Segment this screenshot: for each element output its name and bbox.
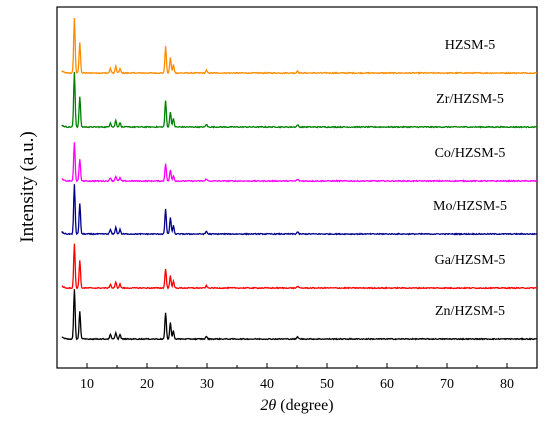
series-line-ga-hzsm-5 bbox=[61, 243, 537, 290]
series-label: Zr/HZSM-5 bbox=[436, 92, 504, 107]
x-tick-label: 70 bbox=[440, 377, 454, 392]
series-line-zr-hzsm-5 bbox=[61, 71, 538, 129]
x-axis-title-unit: (degree) bbox=[276, 397, 333, 414]
x-axis-tick-labels: 10 20 30 40 50 60 70 80 bbox=[80, 377, 514, 392]
series-line-hzsm-5 bbox=[61, 17, 538, 75]
x-tick-label: 50 bbox=[320, 377, 334, 392]
x-tick-label: 80 bbox=[500, 377, 514, 392]
series-line-mo-hzsm-5 bbox=[61, 184, 538, 236]
x-tick-label: 20 bbox=[140, 377, 154, 392]
x-axis-ticks bbox=[56, 363, 538, 368]
x-tick-label: 40 bbox=[260, 377, 274, 392]
series-layer: HZSM-5 Zr/HZSM-5 Co/HZSM-5 Mo/HZSM-5 Ga/HZSM… bbox=[61, 17, 538, 341]
series-line-zn-hzsm-5 bbox=[61, 289, 538, 341]
series-label: Ga/HZSM-5 bbox=[435, 253, 506, 268]
series-line-co-hzsm-5 bbox=[61, 142, 538, 183]
x-axis-title: 2θ (degree) bbox=[260, 397, 333, 414]
x-axis-title-symbol: 2θ bbox=[260, 397, 276, 414]
series-label: Mo/HZSM-5 bbox=[433, 199, 507, 214]
series-label: HZSM-5 bbox=[445, 38, 496, 53]
series-label: Zn/HZSM-5 bbox=[435, 304, 505, 319]
x-tick-label: 10 bbox=[80, 377, 94, 392]
series-label: Co/HZSM-5 bbox=[435, 146, 506, 161]
y-axis-title: Intensity (a.u.) bbox=[17, 131, 38, 242]
x-tick-label: 30 bbox=[200, 377, 214, 392]
x-tick-label: 60 bbox=[380, 377, 394, 392]
